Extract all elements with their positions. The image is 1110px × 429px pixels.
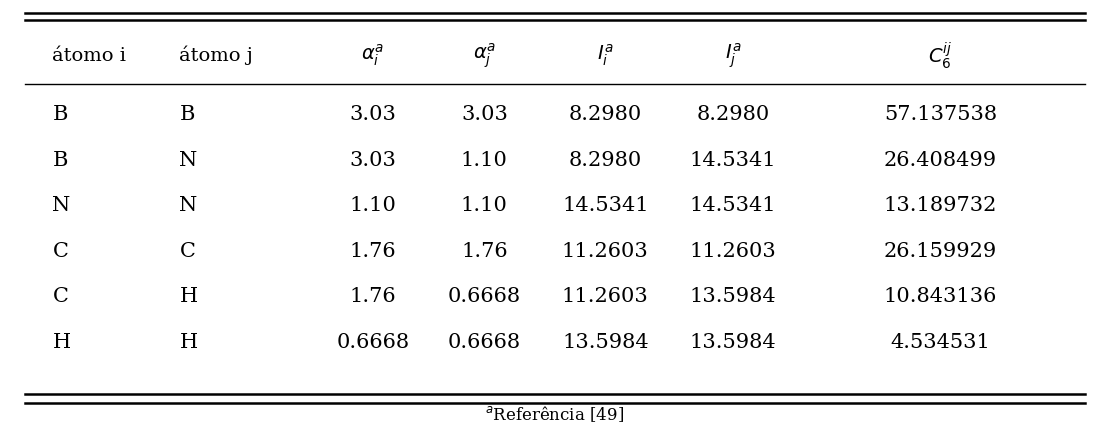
Text: 8.2980: 8.2980 xyxy=(568,151,642,169)
Text: $I_j^a$: $I_j^a$ xyxy=(725,41,741,70)
Text: 13.5984: 13.5984 xyxy=(689,287,776,306)
Text: 0.6668: 0.6668 xyxy=(447,287,521,306)
Text: 8.2980: 8.2980 xyxy=(568,105,642,124)
Text: H: H xyxy=(52,333,71,352)
Text: 11.2603: 11.2603 xyxy=(689,242,776,261)
Text: $I_i^a$: $I_i^a$ xyxy=(597,43,614,68)
Text: 3.03: 3.03 xyxy=(350,151,396,169)
Text: 11.2603: 11.2603 xyxy=(562,287,648,306)
Text: 14.5341: 14.5341 xyxy=(562,196,648,215)
Text: 10.843136: 10.843136 xyxy=(884,287,997,306)
Text: 1.76: 1.76 xyxy=(350,287,396,306)
Text: átomo i: átomo i xyxy=(52,46,127,64)
Text: 0.6668: 0.6668 xyxy=(447,333,521,352)
Text: C: C xyxy=(180,242,195,261)
Text: 13.5984: 13.5984 xyxy=(689,333,776,352)
Text: 57.137538: 57.137538 xyxy=(884,105,997,124)
Text: 26.408499: 26.408499 xyxy=(884,151,997,169)
Text: C: C xyxy=(52,242,69,261)
Text: 1.76: 1.76 xyxy=(350,242,396,261)
Text: 26.159929: 26.159929 xyxy=(884,242,997,261)
Text: 1.10: 1.10 xyxy=(350,196,396,215)
Text: B: B xyxy=(180,105,195,124)
Text: N: N xyxy=(52,196,71,215)
Text: N: N xyxy=(180,196,198,215)
Text: 13.189732: 13.189732 xyxy=(884,196,997,215)
Text: $^a$Referência [49]: $^a$Referência [49] xyxy=(485,404,625,424)
Text: 11.2603: 11.2603 xyxy=(562,242,648,261)
Text: $\alpha_j^a$: $\alpha_j^a$ xyxy=(473,41,496,70)
Text: $\alpha_i^a$: $\alpha_i^a$ xyxy=(361,43,384,68)
Text: 4.534531: 4.534531 xyxy=(890,333,990,352)
Text: átomo j: átomo j xyxy=(180,46,253,65)
Text: 1.10: 1.10 xyxy=(461,196,507,215)
Text: $C_6^{ij}$: $C_6^{ij}$ xyxy=(928,40,952,71)
Text: B: B xyxy=(52,105,68,124)
Text: B: B xyxy=(52,151,68,169)
Text: 14.5341: 14.5341 xyxy=(689,151,776,169)
Text: 14.5341: 14.5341 xyxy=(689,196,776,215)
Text: 3.03: 3.03 xyxy=(461,105,507,124)
Text: H: H xyxy=(180,333,198,352)
Text: 1.10: 1.10 xyxy=(461,151,507,169)
Text: 8.2980: 8.2980 xyxy=(696,105,769,124)
Text: 0.6668: 0.6668 xyxy=(336,333,410,352)
Text: C: C xyxy=(52,287,69,306)
Text: 1.76: 1.76 xyxy=(461,242,507,261)
Text: 13.5984: 13.5984 xyxy=(562,333,648,352)
Text: N: N xyxy=(180,151,198,169)
Text: H: H xyxy=(180,287,198,306)
Text: 3.03: 3.03 xyxy=(350,105,396,124)
